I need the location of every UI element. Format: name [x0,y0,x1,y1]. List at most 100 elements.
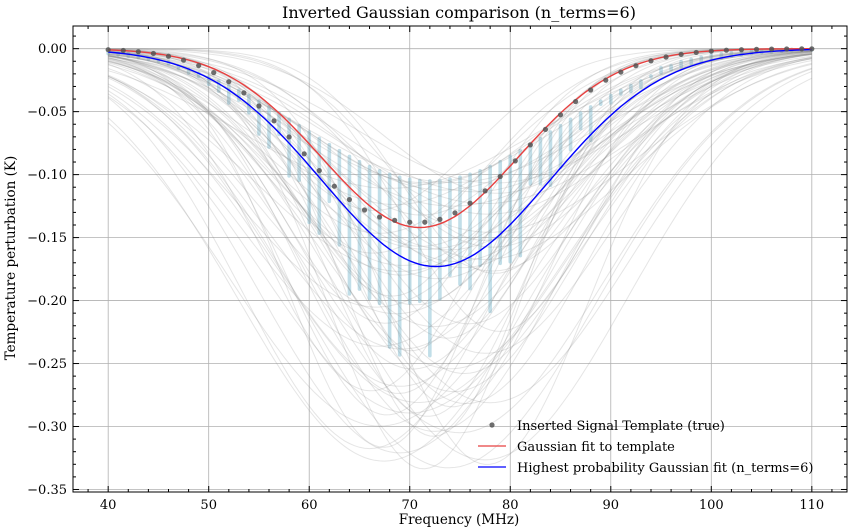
x-tick-label: 100 [699,498,724,513]
template-point [467,200,473,206]
posterior-sample-curve [108,53,812,184]
posterior-sample-curve [108,60,813,461]
posterior-sample-curve [108,67,812,434]
template-point [799,46,805,52]
legend-label-gaussian-fit: Gaussian fit to template [517,440,675,455]
posterior-sample-curve [108,50,812,184]
x-tick-label: 40 [100,498,117,513]
x-tick-label: 50 [200,498,217,513]
template-point [165,53,172,59]
template-point [723,47,729,53]
template-point [708,48,714,54]
template-point [422,219,428,225]
posterior-sample-curve [107,49,812,308]
posterior-sample-curve [108,48,812,370]
template-point [633,63,639,69]
template-point [784,46,790,52]
template-point [331,183,337,189]
posterior-sample-curve [108,48,812,417]
posterior-sample-curve [108,51,812,432]
posterior-sample-curve [108,48,812,465]
posterior-sample-curve [108,57,812,370]
y-tick-label: −0.25 [27,357,67,372]
posterior-sample-curve [108,49,812,325]
y-tick-label: 0.00 [38,42,67,57]
posterior-sample-curve [108,51,812,328]
posterior-sample-curve [108,55,812,207]
x-axis-label: Frequency (MHz) [399,512,520,528]
template-point [482,188,488,194]
posterior-sample-curve [108,48,812,437]
template-point [769,46,775,52]
y-tick-label: −0.35 [27,483,67,498]
template-point [753,46,760,52]
posterior-sample-curve [108,53,812,251]
x-tick-label: 80 [502,498,519,513]
posterior-sample-curve [108,49,812,266]
template-point [376,214,383,220]
posterior-sample-curve [108,48,812,332]
template-point [105,47,111,53]
y-tick-label: −0.15 [27,231,67,246]
template-point [663,54,669,60]
posterior-sample-curve [108,48,812,247]
posterior-sample-curve [107,53,812,462]
posterior-sample-curve [108,52,812,405]
best-fit-line [108,48,812,268]
y-axis-label: Temperature perturbation (K) [3,156,19,361]
template-point [527,142,533,148]
template-point [678,51,684,57]
posterior-sample-curve [107,53,812,454]
template-point [572,98,579,105]
template-point [286,134,292,140]
posterior-sample-curve [107,51,812,350]
posterior-sample-curve [108,53,812,204]
legend-label-template: Inserted Signal Template (true) [517,419,725,434]
posterior-sample-curve [108,48,812,211]
template-point [241,90,247,96]
template-point [603,77,609,83]
template-point [497,173,503,180]
posterior-sample-curve [108,48,812,185]
posterior-sample-curve [108,53,812,393]
template-point [557,112,564,118]
posterior-sample-curve [108,48,812,297]
template-point [738,47,745,53]
template-point [437,216,443,222]
posterior-sample-curve [108,53,812,250]
posterior-sample-curve [108,51,812,354]
y-tick-label: −0.30 [27,420,67,435]
template-point [452,210,458,216]
plot-frame [72,25,848,493]
template-point [407,219,413,225]
template-point [211,70,217,76]
template-point [135,49,141,55]
posterior-sample-curve [108,48,812,470]
posterior-sample-curve [108,51,812,193]
posterior-sample-curve [108,48,812,306]
legend-label-best-fit: Highest probability Gaussian fit (n_term… [517,461,813,476]
template-point [648,58,654,64]
template-point [196,62,202,69]
template-point [588,87,594,93]
template-point [271,118,277,124]
posterior-sample-curve [107,68,812,469]
template-point [392,217,398,223]
posterior-sample-curve [108,48,812,241]
posterior-sample-curve [108,51,812,269]
posterior-sample-curve [108,49,812,248]
template-point [316,167,322,174]
y-tick-label: −0.05 [27,105,67,120]
template-point [226,79,232,85]
chart-title: Inverted Gaussian comparison (n_terms=6) [282,3,636,22]
posterior-sample-curve [108,50,812,280]
posterior-sample-curve [107,50,812,387]
template-point [618,69,624,75]
template-point [542,126,549,133]
legend-marker-template [489,422,495,428]
template-point [693,49,699,56]
template-point [346,196,353,203]
posterior-sample-curve [108,51,812,272]
template-point [361,207,368,213]
